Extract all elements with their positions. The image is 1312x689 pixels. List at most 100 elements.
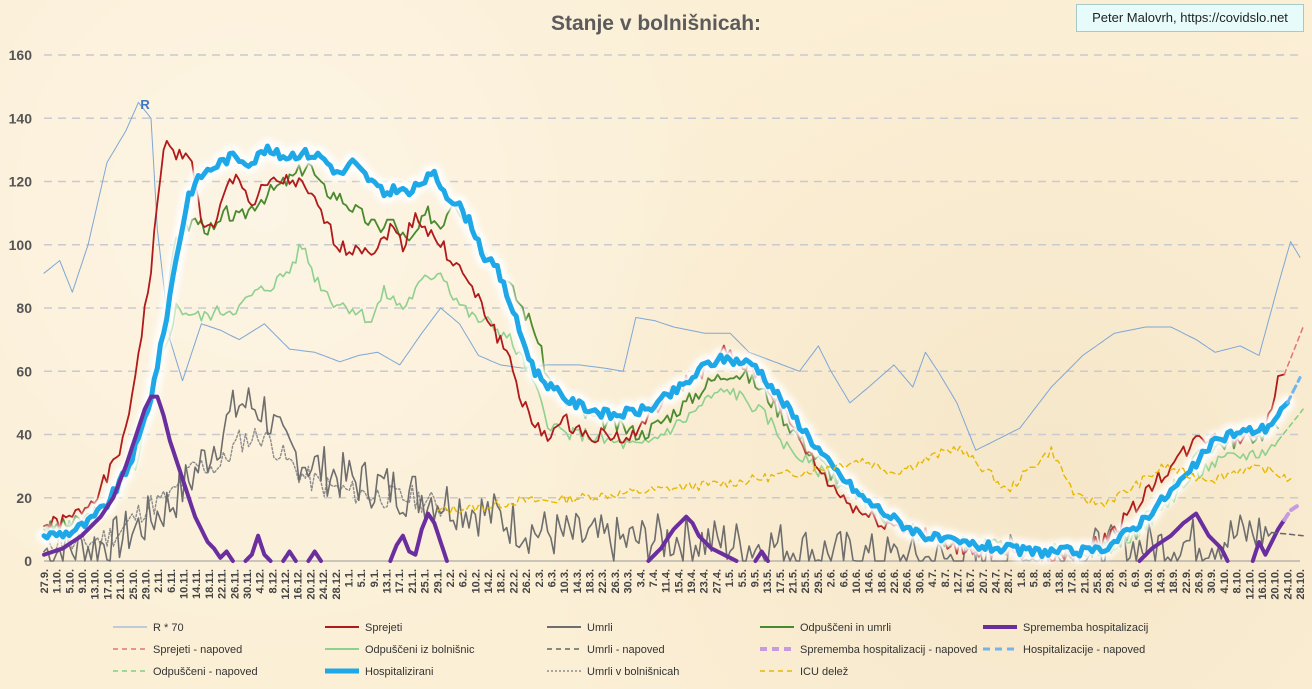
series-line <box>1250 517 1287 563</box>
x-tick-label: 14.11. <box>191 569 203 599</box>
legend-label: Sprememba hospitalizacij <box>1023 622 1148 634</box>
x-tick-label: 10.11. <box>179 569 191 599</box>
x-tick-label: 17.5. <box>775 569 787 593</box>
series-line <box>753 549 770 563</box>
x-tick-label: 23.4. <box>699 569 711 593</box>
x-tick-label: 30.6. <box>914 569 926 593</box>
legend-label: R * 70 <box>153 622 184 634</box>
x-tick-label: 24.7. <box>991 569 1003 593</box>
series-line <box>41 143 1290 559</box>
x-tick-label: 29.5. <box>813 569 825 593</box>
legend-label: Sprememba hospitalizacij - napoved <box>800 644 977 656</box>
x-tick-label: 12.12. <box>280 569 292 600</box>
x-tick-label: 20.7. <box>978 569 990 593</box>
y-tick-label: 120 <box>9 174 33 190</box>
x-tick-label: 2.6. <box>826 569 838 587</box>
y-tick-label: 140 <box>9 110 33 126</box>
x-tick-label: 10.9. <box>1143 569 1155 593</box>
series-line <box>42 394 235 563</box>
x-tick-label: 6.6. <box>838 569 850 587</box>
x-tick-label: 30.3. <box>623 569 635 593</box>
x-tick-label: 8.12. <box>267 569 279 593</box>
x-tick-label: 16.10. <box>1257 569 1269 600</box>
series-line <box>1282 502 1302 522</box>
x-tick-label: 6.3. <box>547 569 559 587</box>
x-tick-label: 21.8. <box>1079 569 1091 593</box>
x-tick-label: 19.4. <box>686 569 698 593</box>
x-tick-label: 7.4. <box>648 569 660 587</box>
x-tick-label: 4.7. <box>927 569 939 587</box>
chart-title: Stanje v bolnišnicah: <box>550 12 762 35</box>
legend-label: Sprejeti <box>365 622 402 634</box>
series-line <box>436 445 1292 514</box>
x-tick-label: 22.2. <box>508 569 520 593</box>
x-tick-label: 5.1. <box>356 569 368 587</box>
y-tick-label: 100 <box>9 237 33 253</box>
x-tick-label: 20.10. <box>1270 569 1282 600</box>
x-tick-label: 14.9. <box>1155 569 1167 593</box>
y-tick-label: 80 <box>16 300 32 316</box>
x-tick-label: 12.7. <box>953 569 965 593</box>
credit-box: Peter Malovrh, https://covidslo.net <box>1076 4 1304 32</box>
x-tick-label: 13.5. <box>762 569 774 593</box>
x-tick-label: 10.2. <box>470 569 482 593</box>
x-tick-label: 14.6. <box>864 569 876 593</box>
y-tick-label: 60 <box>16 363 32 379</box>
series-line <box>1277 408 1304 442</box>
series-line <box>281 549 298 563</box>
x-tick-label: 21.10. <box>115 569 127 600</box>
y-tick-label: 40 <box>16 427 32 443</box>
x-tick-label: 22.6. <box>889 569 901 593</box>
x-tick-label: 17.1. <box>394 569 406 593</box>
legend-label: Umrli <box>587 622 613 634</box>
x-tick-label: 24.12. <box>318 569 330 600</box>
x-tick-label: 30.11. <box>242 569 254 599</box>
legend-label: Odpuščeni - napoved <box>153 666 258 678</box>
x-tick-label: 16.12. <box>293 569 305 600</box>
x-tick-label: 1.1. <box>344 569 356 587</box>
series-line <box>1283 326 1304 376</box>
series-line <box>1285 376 1302 405</box>
x-tick-label: 25.1. <box>420 569 432 593</box>
x-tick-label: 29.10. <box>141 569 153 600</box>
series-line <box>388 511 449 563</box>
x-tick-label: 28.10. <box>1295 569 1307 600</box>
x-tick-label: 22.3. <box>597 569 609 593</box>
x-tick-label: 18.6. <box>876 569 888 593</box>
legend-label: Umrli v bolnišnicah <box>587 666 679 678</box>
x-tick-label: 5.10. <box>64 569 76 593</box>
x-tick-label: 25.8. <box>1092 569 1104 593</box>
x-tick-label: 2.9. <box>1117 569 1129 587</box>
x-tick-label: 6.11. <box>166 569 178 593</box>
series-line <box>43 162 1279 560</box>
x-tick-label: 20.12. <box>305 569 317 600</box>
x-tick-label: 9.1. <box>369 569 381 587</box>
series-line <box>43 101 1301 451</box>
series-line <box>1270 531 1304 537</box>
x-tick-label: 21.1. <box>407 569 419 593</box>
legend-label: Odpuščeni in umrli <box>800 622 891 634</box>
x-tick-label: 4.10. <box>1219 569 1231 593</box>
x-tick-label: 6.2. <box>458 569 470 587</box>
x-tick-label: 18.2. <box>496 569 508 593</box>
x-tick-label: 15.4. <box>673 569 685 593</box>
x-tick-label: 26.9. <box>1194 569 1206 593</box>
x-tick-label: 2.2. <box>445 569 457 587</box>
grid-lines <box>44 54 1300 562</box>
x-tick-label: 17.8. <box>1067 569 1079 593</box>
x-tick-label: 16.7. <box>965 569 977 593</box>
annotation-label: R <box>140 97 150 112</box>
series-line <box>306 549 323 563</box>
x-tick-label: 28.12. <box>331 569 343 600</box>
x-tick-label: 11.4. <box>661 569 673 593</box>
x-tick-label: 10.3. <box>559 569 571 593</box>
x-axis: 27.9. 1.10. 5.10. 9.10. 13.10. 17.10. 21.10. 25… <box>39 569 1307 600</box>
x-tick-label: 21.5. <box>788 569 800 593</box>
x-tick-label: 14.2. <box>483 569 495 593</box>
series-line <box>646 514 739 563</box>
legend-label: ICU delež <box>800 666 848 678</box>
x-tick-label: 17.10. <box>102 569 114 600</box>
legend-label: Odpuščeni iz bolnišnic <box>365 644 475 656</box>
y-tick-label: 0 <box>24 553 32 569</box>
legend-label: Sprejeti - napoved <box>153 644 242 656</box>
